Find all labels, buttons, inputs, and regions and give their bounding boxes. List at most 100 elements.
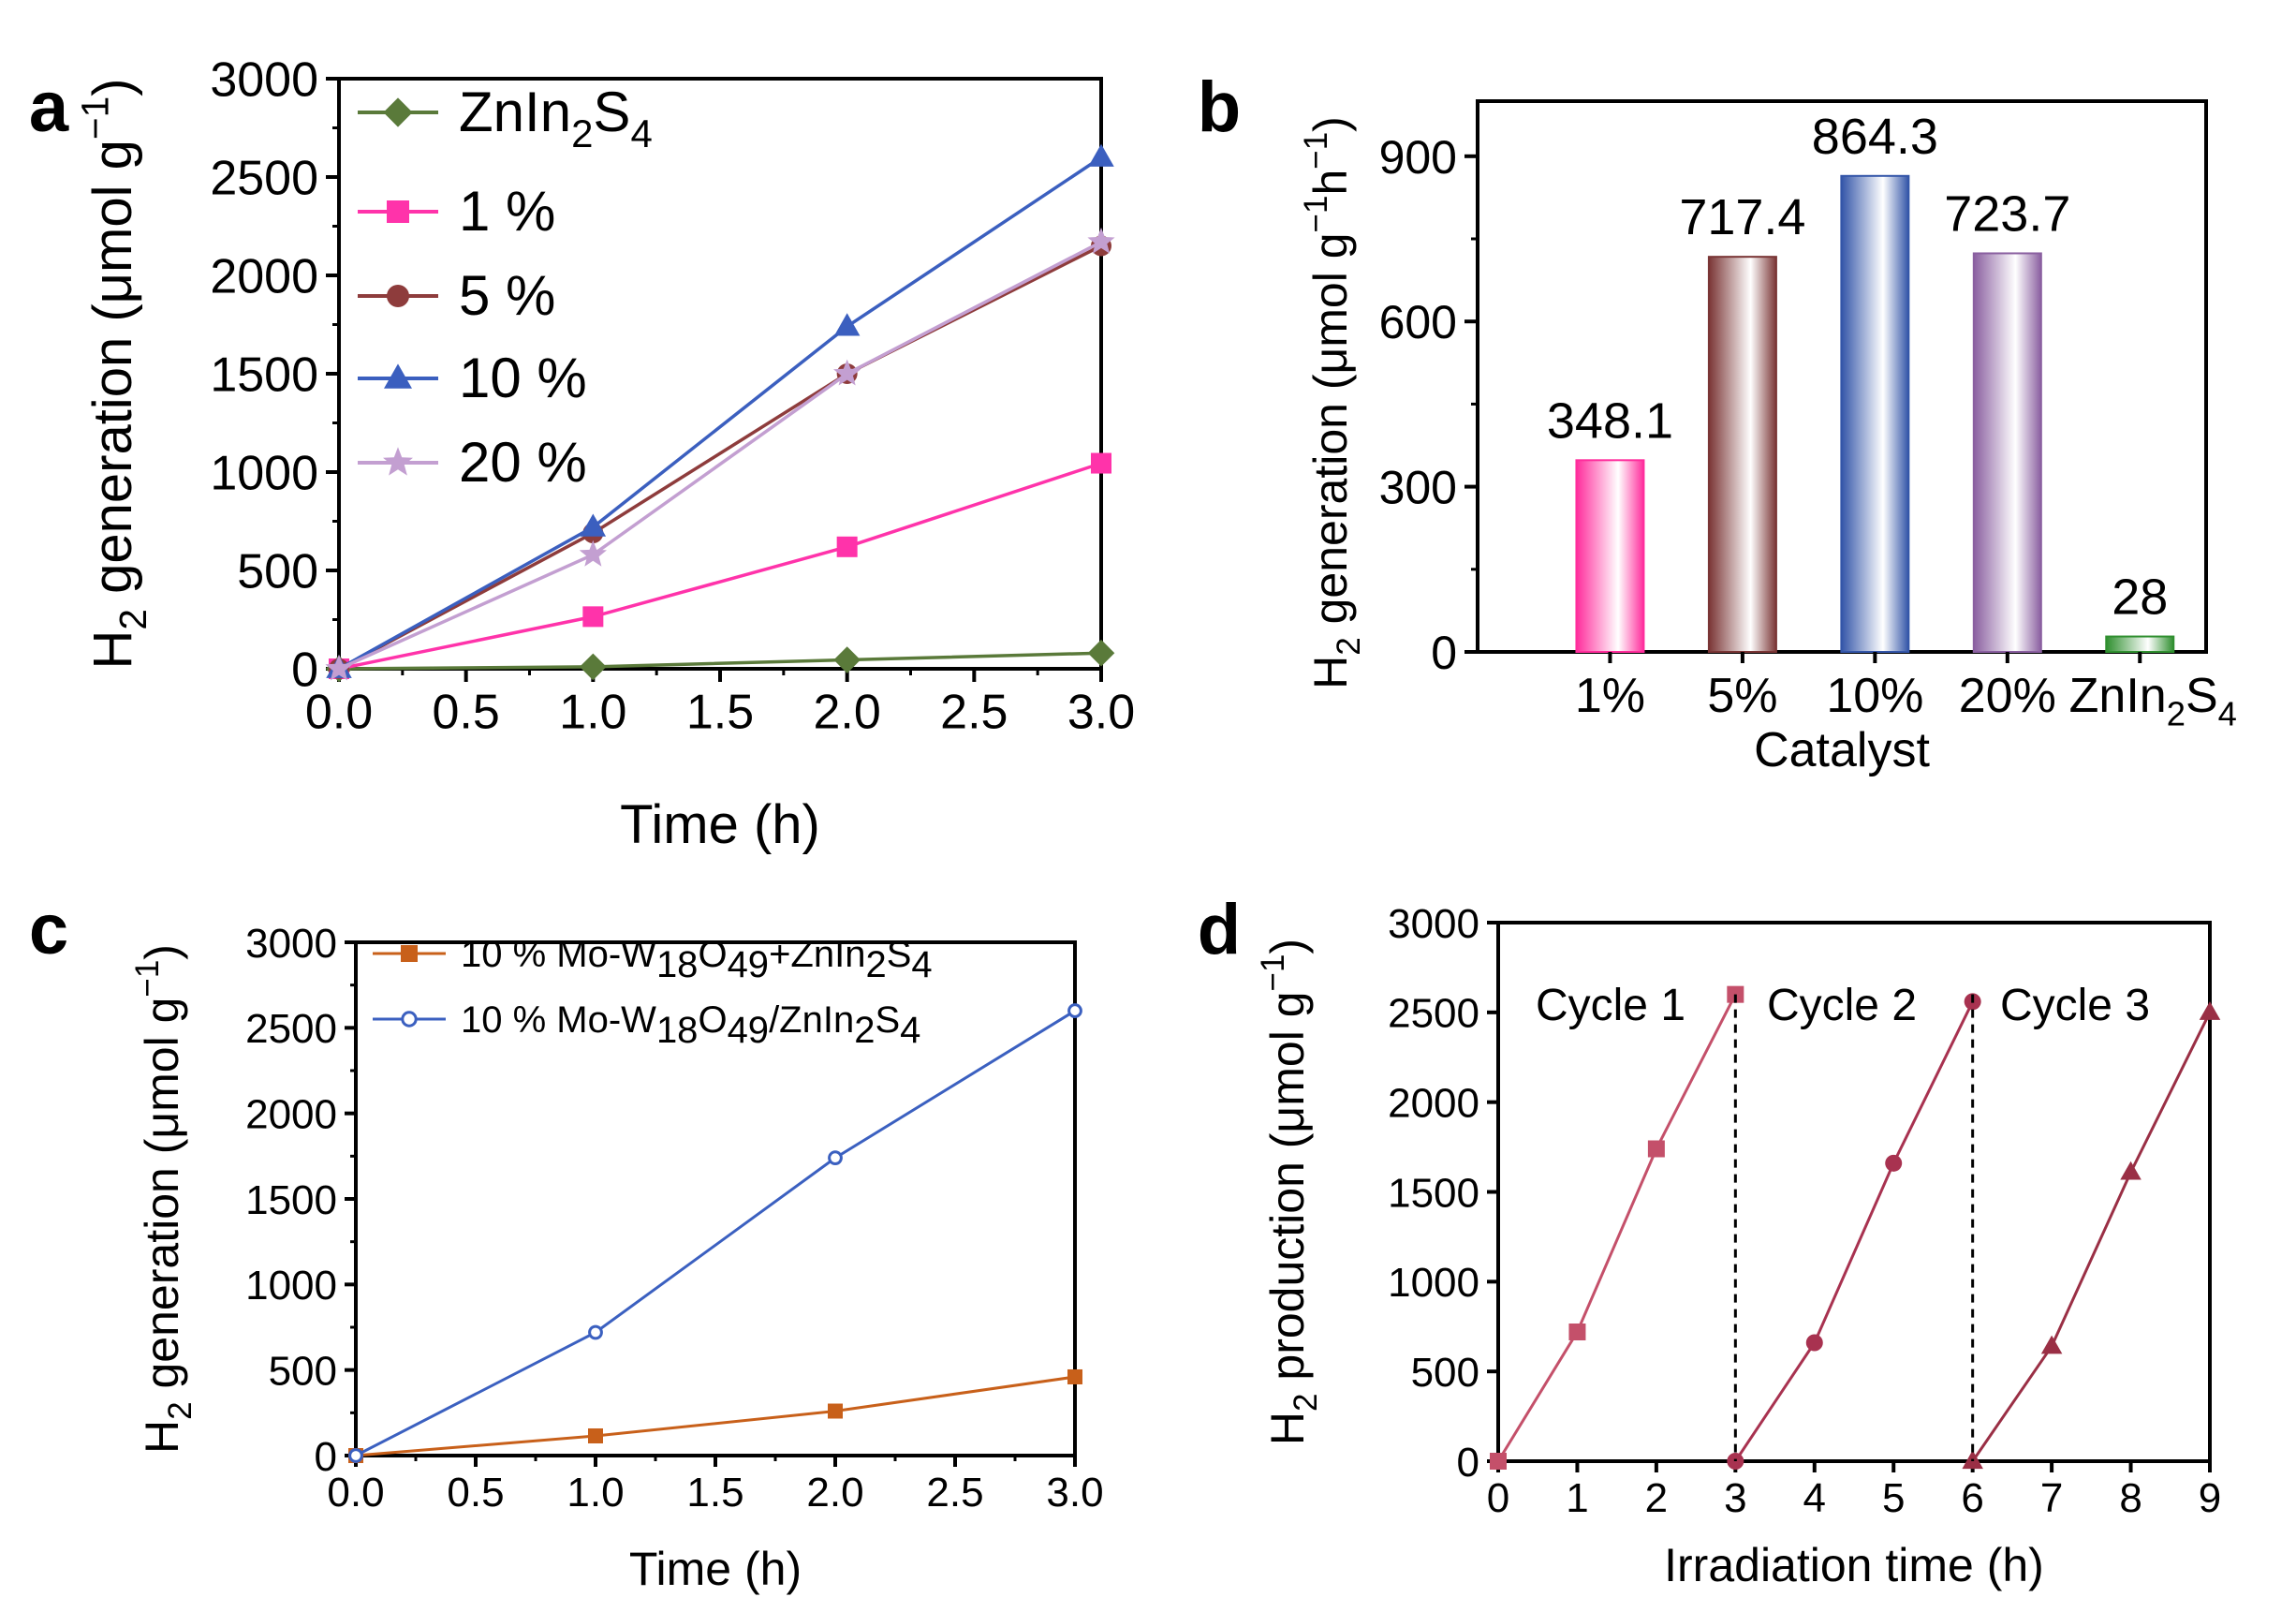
legend-label: 10 % Mo-W18O49+ZnIn2S4 — [461, 934, 933, 985]
data-point — [1490, 1453, 1507, 1470]
x-tick-label: 1 — [1566, 1475, 1588, 1521]
data-point — [1805, 1334, 1823, 1352]
legend-label: 1 % — [459, 180, 555, 243]
x-tick-label: 2 — [1645, 1475, 1668, 1521]
data-point — [580, 513, 607, 537]
y-tick-label: 1000 — [245, 1263, 337, 1309]
y-tick-label: 900 — [1379, 131, 1457, 184]
legend-marker — [401, 945, 418, 962]
data-point — [1568, 1324, 1586, 1340]
data-point — [325, 654, 353, 681]
data-point — [1067, 1368, 1082, 1384]
series-line-1 — [1734, 1000, 1975, 1462]
legend-marker — [401, 1011, 418, 1028]
y-tick-label: 0 — [1431, 627, 1457, 679]
x-tick-label: 9 — [2199, 1475, 2221, 1521]
legend-label: 20 % — [459, 431, 587, 494]
y-tick-label: 3000 — [245, 921, 337, 967]
bar-value-label: 723.7 — [1944, 185, 2070, 242]
data-point — [582, 606, 604, 628]
legend-label: 5 % — [459, 264, 555, 327]
bar — [1972, 252, 2042, 653]
bar — [1707, 256, 1777, 653]
data-point — [833, 646, 861, 673]
data-point — [2199, 1001, 2221, 1020]
data-point — [1091, 452, 1111, 474]
data-point — [1647, 1140, 1665, 1158]
y-tick-label: 1000 — [210, 447, 318, 501]
y-tick-label: 0 — [1457, 1440, 1479, 1486]
y-tick-label: 2000 — [1388, 1081, 1479, 1127]
x-tick-label: 1.5 — [686, 1470, 743, 1516]
series-line-4 — [338, 240, 1102, 671]
legend-marker — [387, 200, 409, 223]
legend-label: ZnIn2S4 — [459, 81, 653, 155]
y-tick-label: 3000 — [1388, 901, 1479, 947]
panel-letter: a — [29, 67, 69, 147]
legend-marker — [383, 447, 413, 476]
data-point — [2120, 1161, 2141, 1180]
series-line-2 — [1971, 1012, 2212, 1462]
y-axis-label: H2 generation (μmol g−1h−1) — [1298, 116, 1367, 689]
y-axis-label: H2 production (μmol g−1) — [1255, 939, 1324, 1445]
series-line-0 — [1496, 994, 1737, 1462]
x-tick-label: 0.5 — [447, 1470, 504, 1516]
x-tick-label: 3 — [1724, 1475, 1746, 1521]
panel-letter: d — [1198, 890, 1241, 969]
data-point — [579, 540, 607, 567]
x-tick-label: 20% — [1959, 669, 2056, 723]
series-line-1 — [338, 461, 1102, 671]
panel-letter: b — [1198, 67, 1241, 147]
x-tick-label: 4 — [1803, 1475, 1826, 1521]
y-tick-label: 500 — [269, 1349, 337, 1395]
bar — [1840, 174, 1910, 653]
x-tick-label: 5% — [1707, 669, 1777, 723]
y-tick-label: 0 — [315, 1434, 337, 1480]
data-point — [833, 359, 861, 386]
data-point — [588, 1427, 603, 1443]
x-tick-label: 1.0 — [567, 1470, 624, 1516]
data-point — [828, 1150, 843, 1166]
y-tick-label: 2000 — [210, 250, 318, 304]
legend-marker — [384, 363, 412, 389]
data-point — [833, 313, 861, 336]
data-point — [348, 1448, 363, 1463]
y-tick-label: 3000 — [210, 53, 318, 108]
cycle-label: Cycle 1 — [1536, 981, 1685, 1030]
x-tick-label: 8 — [2119, 1475, 2141, 1521]
series-line-2 — [338, 244, 1102, 671]
data-point — [1885, 1154, 1903, 1172]
x-tick-label: 1% — [1575, 669, 1645, 723]
bar — [2105, 635, 2175, 654]
x-tick-label: 1.5 — [686, 685, 754, 739]
x-tick-label: 0 — [1487, 1475, 1509, 1521]
panel-b: b 0 300 600 900 348.1 1% 717.4 5% 864.3 10% 723.7 20… — [1198, 67, 2237, 777]
x-tick-label: 6 — [1961, 1475, 1983, 1521]
x-tick-label: 2.0 — [814, 685, 881, 739]
bar-value-label: 348.1 — [1547, 392, 1673, 449]
data-point — [1087, 227, 1115, 254]
series-line-3 — [338, 155, 1102, 671]
data-point — [1088, 143, 1114, 167]
panel-letter: c — [29, 890, 68, 969]
x-tick-label: 0.0 — [327, 1470, 384, 1516]
legend-marker — [387, 285, 409, 307]
y-axis-label: H2 generation (μmol g−1) — [74, 79, 155, 670]
y-tick-label: 1500 — [245, 1177, 337, 1223]
y-tick-label: 2000 — [245, 1092, 337, 1138]
y-axis-label: H2 generation (μmol g−1) — [129, 944, 199, 1454]
x-axis-label: Irradiation time (h) — [1664, 1539, 2044, 1591]
x-axis-label: Catalyst — [1754, 723, 1930, 777]
series-line-1 — [355, 1009, 1076, 1457]
y-tick-label: 1500 — [210, 348, 318, 403]
x-tick-label: 2.0 — [806, 1470, 863, 1516]
x-axis-label: Time (h) — [620, 794, 820, 855]
panel-c: 0 500 1000 1500 2000 2500 3000 0.0 0.5 1.0 1.5 2.0 2… — [29, 890, 1104, 1595]
bar-value-label: 717.4 — [1679, 189, 1805, 245]
y-tick-label: 2500 — [1388, 991, 1479, 1037]
panel-d: 0 500 1000 1500 2000 2500 3000 0 1 2 3 4 5 6 7 8 9 Irradi… — [1198, 890, 2221, 1591]
x-tick-label: 10% — [1826, 669, 1923, 723]
data-point — [580, 653, 607, 681]
legend-marker — [383, 97, 413, 127]
